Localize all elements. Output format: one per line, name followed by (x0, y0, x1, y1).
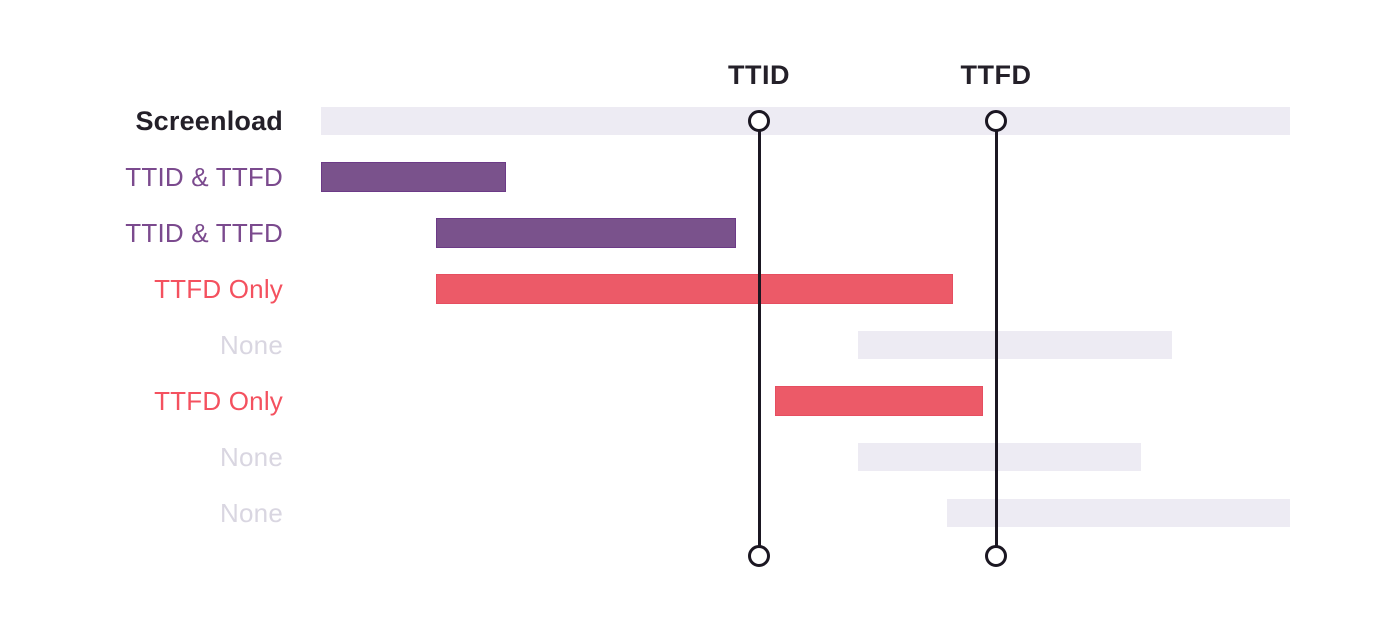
row-label-none: None (220, 498, 283, 528)
screenload-span-bar (321, 107, 1290, 135)
ttid-marker-line (757, 121, 761, 556)
row-label-screenload: Screenload (135, 106, 283, 136)
ttid-ttfd-span-bar (321, 162, 506, 192)
ttid-marker-bottom-circle (748, 545, 770, 567)
ttfd-marker-bottom-circle (985, 545, 1007, 567)
row-label-none: None (220, 442, 283, 472)
row-label-ttid-ttfd: TTID & TTFD (125, 218, 283, 248)
timeline-row: TTID & TTFD (0, 162, 1400, 192)
timeline-row: TTFD Only (0, 274, 1400, 304)
timeline-row: None (0, 499, 1400, 527)
ttfd-marker-top-circle (985, 110, 1007, 132)
ttid-ttfd-span-bar (436, 218, 736, 248)
timeline-row: None (0, 331, 1400, 359)
row-label-none: None (220, 330, 283, 360)
row-label-ttid-ttfd: TTID & TTFD (125, 162, 283, 192)
timeline-row: TTFD Only (0, 386, 1400, 416)
ttfd-marker-label: TTFD (960, 60, 1032, 90)
row-label-ttfd-only: TTFD Only (154, 386, 283, 416)
none-span-bar (947, 499, 1290, 527)
ttfd-only-span-bar (436, 274, 953, 304)
none-span-bar (858, 331, 1172, 359)
ttid-marker-top-circle (748, 110, 770, 132)
ttfd-only-span-bar (775, 386, 983, 416)
row-label-ttfd-only: TTFD Only (154, 274, 283, 304)
timeline-row: None (0, 443, 1400, 471)
timeline-row: Screenload (0, 107, 1400, 135)
ttfd-marker-line (994, 121, 998, 556)
timeline-row: TTID & TTFD (0, 218, 1400, 248)
ttid-marker-label: TTID (728, 60, 790, 90)
none-span-bar (858, 443, 1141, 471)
